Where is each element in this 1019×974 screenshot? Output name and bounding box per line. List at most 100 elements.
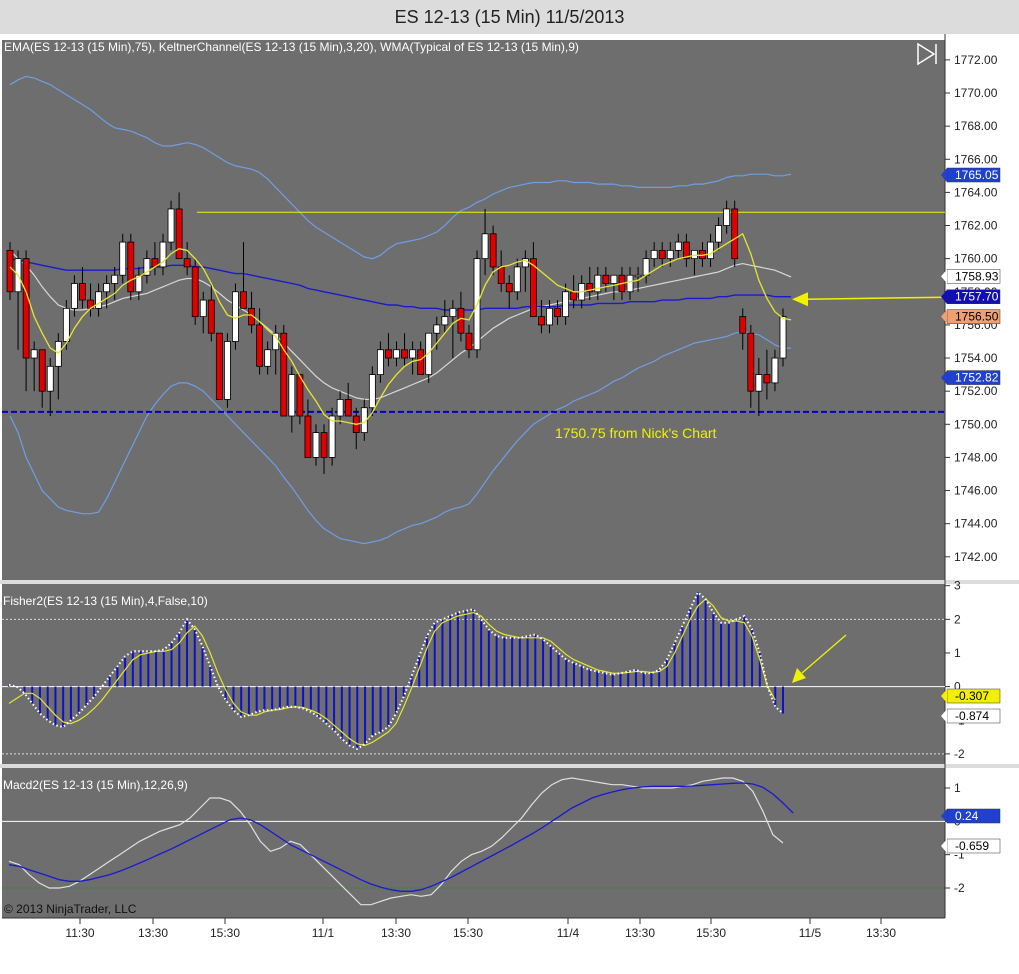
candle-body: [658, 249, 666, 260]
price-marker-text: 1752.82: [955, 371, 999, 385]
candle-body: [409, 349, 417, 359]
candle-body: [674, 241, 682, 251]
candle-body: [280, 332, 288, 417]
candle-body: [755, 374, 763, 392]
candle-body: [715, 225, 722, 243]
panel-separator: [0, 764, 1019, 768]
candle-body: [538, 316, 545, 326]
fisher-signal-line: [8, 598, 776, 747]
candle-body: [723, 208, 731, 226]
macd-axis-label: -1: [954, 848, 965, 862]
fisher-annotation-arrow: [801, 634, 847, 674]
fisher-axis-label: 2: [954, 612, 961, 626]
price-axis-label: 1744.00: [954, 517, 998, 531]
time-axis-label: 11/1: [312, 926, 335, 940]
price-axis-label: 1760.00: [954, 252, 998, 266]
time-axis-label: 11:30: [65, 926, 94, 940]
candle-body: [691, 249, 698, 260]
candle-body: [304, 415, 312, 458]
fisher-axis-label: 0: [954, 680, 961, 694]
candle-body: [312, 432, 320, 458]
annotation-arrow: [805, 296, 946, 300]
time-axis-label: 13:30: [866, 926, 896, 940]
ema-line: [9, 258, 792, 311]
candle-body: [46, 365, 54, 392]
candle-body: [6, 249, 14, 293]
candle-body: [586, 283, 594, 293]
candle-body: [328, 415, 336, 458]
candle-body: [360, 407, 368, 433]
candle-body: [570, 291, 578, 301]
candle-body: [119, 241, 127, 276]
candle-body: [256, 324, 264, 367]
candle-body: [95, 291, 102, 309]
candle-body: [336, 399, 344, 417]
candle-body: [465, 332, 473, 351]
keltner-lower-band: [9, 330, 792, 545]
price-axis-label: 1770.00: [954, 86, 998, 100]
panel-macd-background: [2, 768, 945, 918]
candle-body: [71, 283, 78, 309]
fisher-annotation-arrowhead: [792, 668, 806, 683]
candle-body: [513, 266, 521, 293]
price-axis-label: 1748.00: [954, 450, 998, 464]
candle-body: [771, 357, 779, 384]
macd-marker-pointer: [941, 839, 947, 853]
price-indicator-label: EMA(ES 12-13 (15 Min),75), KeltnerChanne…: [4, 40, 579, 54]
candle-body: [240, 291, 247, 309]
time-axis-label: 15:30: [453, 926, 483, 940]
candle-body: [296, 374, 304, 417]
candle-body: [127, 241, 135, 293]
time-axis-label: 13:30: [625, 926, 655, 940]
candle-body: [650, 249, 658, 260]
fisher-marker-pointer: [941, 689, 947, 703]
candle-body: [449, 307, 457, 318]
price-marker-text: 1765.05: [955, 168, 999, 182]
price-axis-label: 1766.00: [954, 152, 998, 166]
time-axis-label: 13:30: [381, 926, 411, 940]
candle-body: [175, 208, 183, 260]
candle-body: [505, 283, 513, 293]
candle-body: [634, 274, 642, 278]
macd-marker-text: 0.24: [955, 809, 979, 823]
candle-body: [288, 374, 296, 417]
candle-body: [207, 299, 215, 334]
candle-body: [739, 316, 747, 334]
chart-canvas[interactable]: 1772.00 1770.00 1768.00 1766.00 1764.00 1762.…: [0, 34, 1019, 974]
candle-body: [62, 307, 70, 342]
candle-body: [135, 274, 143, 293]
candle-body: [497, 266, 505, 284]
candle-body: [54, 341, 62, 367]
annotation-arrowhead: [792, 292, 808, 307]
candle-body: [610, 274, 618, 284]
fisher-marker-text: -0.874: [955, 709, 989, 723]
time-axis-label: 13:30: [138, 926, 168, 940]
candle-body: [199, 299, 207, 318]
price-axis-label: 1762.00: [954, 219, 998, 233]
price-marker-pointer: [941, 269, 947, 284]
candle-body: [344, 399, 352, 417]
price-marker-text: 1758.93: [955, 269, 999, 283]
skip-to-end-icon[interactable]: [917, 42, 936, 66]
price-marker-text: 1756.50: [955, 310, 999, 324]
panel-separator: [0, 580, 1019, 584]
fisher-marker-text: -0.307: [955, 689, 989, 703]
macd-marker-text: -0.659: [955, 839, 989, 853]
price-marker-pointer: [941, 168, 947, 182]
candle-body: [376, 349, 384, 376]
time-axis-label: 11/4: [557, 926, 580, 940]
candle-body: [30, 349, 38, 359]
candle-body: [481, 233, 489, 260]
price-axis-label: 1746.00: [954, 484, 998, 498]
price-axis-label: 1742.00: [954, 550, 998, 564]
candle-body: [183, 258, 191, 268]
macd-axis-label: 1: [954, 781, 961, 795]
candle-body: [167, 208, 175, 243]
candle-body: [666, 249, 674, 260]
price-axis-label: 1752.00: [954, 384, 998, 398]
candle-body: [554, 307, 561, 318]
candle-body: [546, 307, 553, 326]
candle-body: [215, 332, 223, 400]
keltner-upper-band: [9, 75, 792, 260]
price-marker-pointer: [941, 309, 947, 324]
